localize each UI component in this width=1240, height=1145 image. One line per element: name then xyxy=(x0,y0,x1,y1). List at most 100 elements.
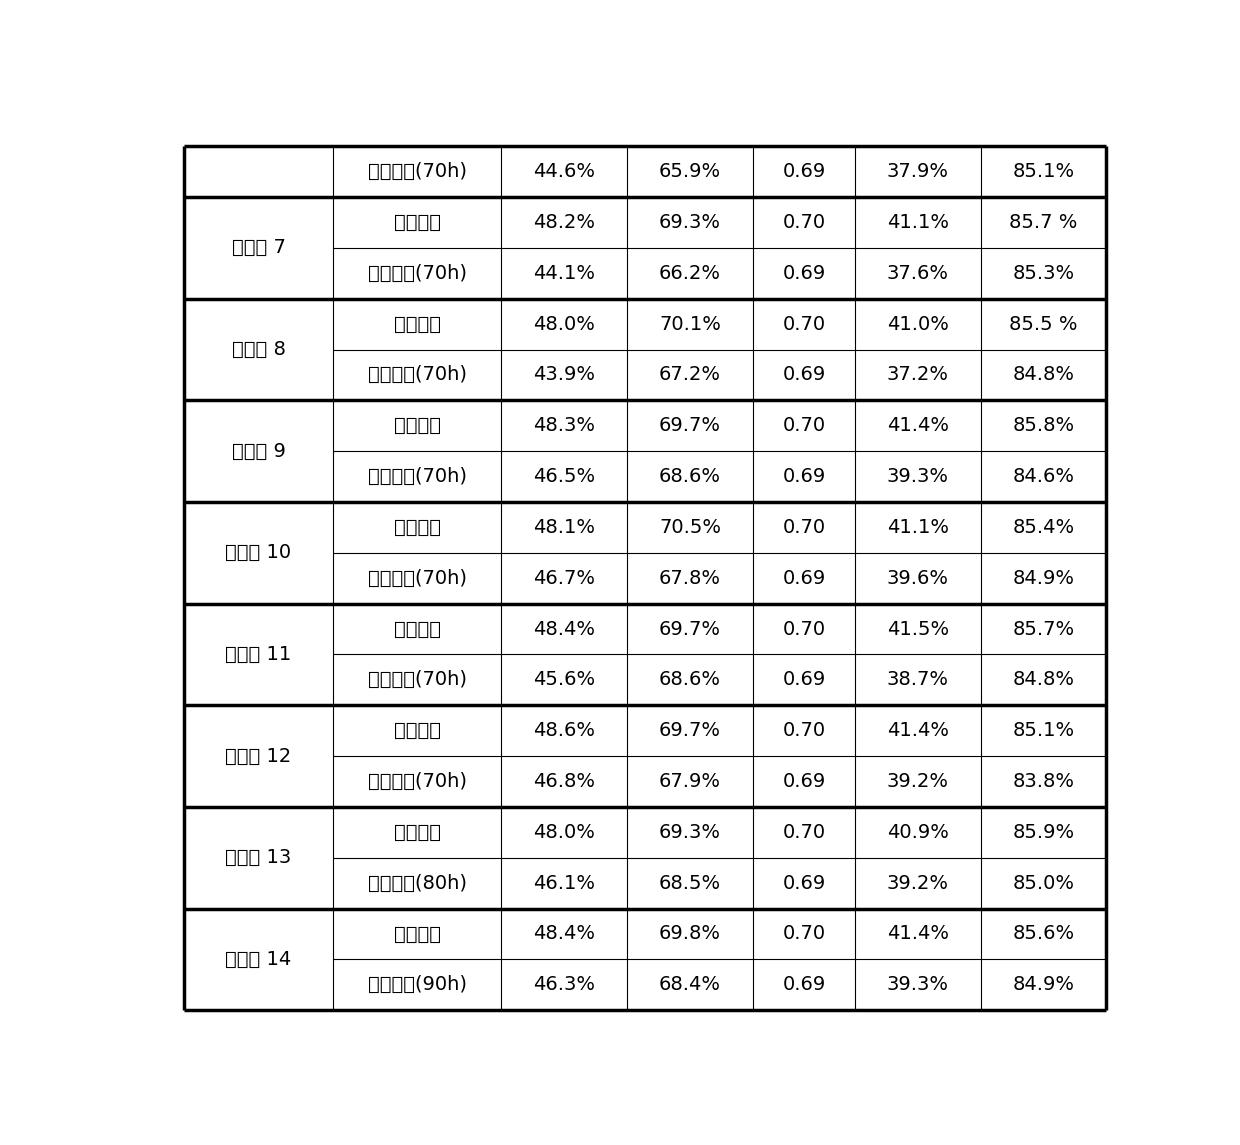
Text: 46.5%: 46.5% xyxy=(533,467,595,487)
Text: 68.4%: 68.4% xyxy=(658,976,720,994)
Text: 起始状态: 起始状态 xyxy=(394,721,440,740)
Text: 41.1%: 41.1% xyxy=(887,213,949,232)
Text: 84.9%: 84.9% xyxy=(1013,976,1075,994)
Text: 84.6%: 84.6% xyxy=(1013,467,1075,487)
Text: 84.9%: 84.9% xyxy=(1013,569,1075,587)
Text: 终止状态(90h): 终止状态(90h) xyxy=(368,976,466,994)
Text: 起始状态: 起始状态 xyxy=(394,924,440,943)
Text: 0.70: 0.70 xyxy=(782,417,826,435)
Text: 终止状态(70h): 终止状态(70h) xyxy=(368,569,466,587)
Text: 0.69: 0.69 xyxy=(782,670,826,689)
Text: 68.6%: 68.6% xyxy=(658,467,720,487)
Text: 37.2%: 37.2% xyxy=(887,365,949,385)
Text: 41.4%: 41.4% xyxy=(887,924,949,943)
Text: 68.6%: 68.6% xyxy=(658,670,720,689)
Text: 终止状态(80h): 终止状态(80h) xyxy=(368,874,466,893)
Text: 48.0%: 48.0% xyxy=(533,823,595,842)
Text: 38.7%: 38.7% xyxy=(887,670,949,689)
Text: 0.69: 0.69 xyxy=(782,163,826,181)
Text: 0.69: 0.69 xyxy=(782,467,826,487)
Text: 85.1%: 85.1% xyxy=(1013,721,1075,740)
Text: 实施例 12: 实施例 12 xyxy=(226,747,291,766)
Text: 69.7%: 69.7% xyxy=(658,619,720,639)
Text: 48.1%: 48.1% xyxy=(533,518,595,537)
Text: 0.70: 0.70 xyxy=(782,924,826,943)
Text: 0.69: 0.69 xyxy=(782,874,826,893)
Text: 69.7%: 69.7% xyxy=(658,721,720,740)
Text: 39.3%: 39.3% xyxy=(887,976,949,994)
Text: 46.1%: 46.1% xyxy=(533,874,595,893)
Text: 43.9%: 43.9% xyxy=(533,365,595,385)
Text: 83.8%: 83.8% xyxy=(1013,772,1075,791)
Text: 44.1%: 44.1% xyxy=(533,263,595,283)
Text: 终止状态(70h): 终止状态(70h) xyxy=(368,772,466,791)
Text: 70.5%: 70.5% xyxy=(658,518,720,537)
Text: 48.0%: 48.0% xyxy=(533,315,595,333)
Text: 46.3%: 46.3% xyxy=(533,976,595,994)
Text: 85.8%: 85.8% xyxy=(1013,417,1075,435)
Text: 终止状态(70h): 终止状态(70h) xyxy=(368,163,466,181)
Text: 起始状态: 起始状态 xyxy=(394,518,440,537)
Text: 实施例 10: 实施例 10 xyxy=(226,544,291,562)
Text: 41.1%: 41.1% xyxy=(887,518,949,537)
Text: 66.2%: 66.2% xyxy=(658,263,720,283)
Text: 41.5%: 41.5% xyxy=(887,619,949,639)
Text: 69.8%: 69.8% xyxy=(658,924,720,943)
Text: 46.8%: 46.8% xyxy=(533,772,595,791)
Text: 0.70: 0.70 xyxy=(782,518,826,537)
Text: 0.69: 0.69 xyxy=(782,772,826,791)
Text: 终止状态(70h): 终止状态(70h) xyxy=(368,365,466,385)
Text: 84.8%: 84.8% xyxy=(1013,670,1075,689)
Text: 起始状态: 起始状态 xyxy=(394,823,440,842)
Text: 0.69: 0.69 xyxy=(782,263,826,283)
Text: 0.69: 0.69 xyxy=(782,569,826,587)
Text: 39.6%: 39.6% xyxy=(887,569,949,587)
Text: 实施例 14: 实施例 14 xyxy=(226,950,291,969)
Text: 85.7 %: 85.7 % xyxy=(1009,213,1078,232)
Text: 39.3%: 39.3% xyxy=(887,467,949,487)
Text: 48.6%: 48.6% xyxy=(533,721,595,740)
Text: 85.4%: 85.4% xyxy=(1013,518,1075,537)
Text: 69.3%: 69.3% xyxy=(658,213,720,232)
Text: 85.3%: 85.3% xyxy=(1013,263,1075,283)
Text: 起始状态: 起始状态 xyxy=(394,417,440,435)
Text: 39.2%: 39.2% xyxy=(887,874,949,893)
Text: 终止状态(70h): 终止状态(70h) xyxy=(368,670,466,689)
Text: 实施例 13: 实施例 13 xyxy=(226,848,291,867)
Text: 37.9%: 37.9% xyxy=(887,163,949,181)
Text: 67.8%: 67.8% xyxy=(658,569,720,587)
Text: 85.7%: 85.7% xyxy=(1013,619,1075,639)
Text: 39.2%: 39.2% xyxy=(887,772,949,791)
Text: 0.70: 0.70 xyxy=(782,315,826,333)
Text: 85.6%: 85.6% xyxy=(1013,924,1075,943)
Text: 0.70: 0.70 xyxy=(782,213,826,232)
Text: 起始状态: 起始状态 xyxy=(394,213,440,232)
Text: 终止状态(70h): 终止状态(70h) xyxy=(368,467,466,487)
Text: 46.7%: 46.7% xyxy=(533,569,595,587)
Text: 41.4%: 41.4% xyxy=(887,721,949,740)
Text: 终止状态(70h): 终止状态(70h) xyxy=(368,263,466,283)
Text: 67.9%: 67.9% xyxy=(658,772,720,791)
Text: 85.9%: 85.9% xyxy=(1013,823,1075,842)
Text: 0.70: 0.70 xyxy=(782,619,826,639)
Text: 68.5%: 68.5% xyxy=(658,874,722,893)
Text: 0.70: 0.70 xyxy=(782,823,826,842)
Text: 84.8%: 84.8% xyxy=(1013,365,1075,385)
Text: 85.1%: 85.1% xyxy=(1013,163,1075,181)
Text: 41.0%: 41.0% xyxy=(887,315,949,333)
Text: 44.6%: 44.6% xyxy=(533,163,595,181)
Text: 实施例 9: 实施例 9 xyxy=(232,442,285,460)
Text: 实施例 11: 实施例 11 xyxy=(226,645,291,664)
Text: 0.70: 0.70 xyxy=(782,721,826,740)
Text: 48.2%: 48.2% xyxy=(533,213,595,232)
Text: 37.6%: 37.6% xyxy=(887,263,949,283)
Text: 85.5 %: 85.5 % xyxy=(1009,315,1078,333)
Text: 70.1%: 70.1% xyxy=(660,315,720,333)
Text: 起始状态: 起始状态 xyxy=(394,619,440,639)
Text: 48.3%: 48.3% xyxy=(533,417,595,435)
Text: 67.2%: 67.2% xyxy=(658,365,720,385)
Text: 48.4%: 48.4% xyxy=(533,924,595,943)
Text: 41.4%: 41.4% xyxy=(887,417,949,435)
Text: 40.9%: 40.9% xyxy=(887,823,949,842)
Text: 实施例 8: 实施例 8 xyxy=(232,340,285,360)
